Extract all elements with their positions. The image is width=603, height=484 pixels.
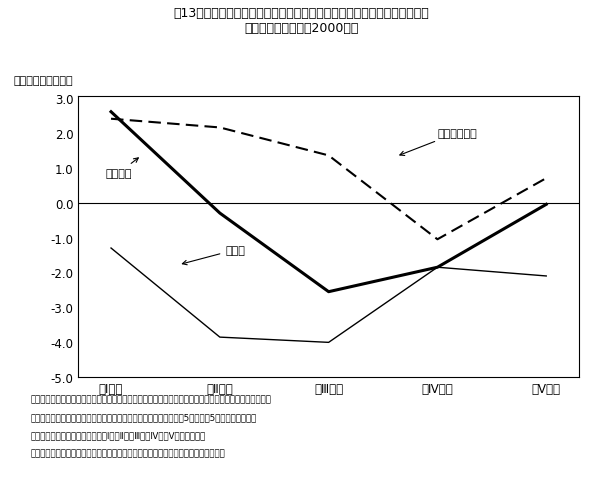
Text: 収入の低いグループから第Ⅰ、第Ⅱ、第Ⅲ、第Ⅳ、第Ⅴ階級と呼ぶ。: 収入の低いグループから第Ⅰ、第Ⅱ、第Ⅲ、第Ⅳ、第Ⅴ階級と呼ぶ。: [30, 430, 206, 439]
Text: 平均消費性向は前年差、消費支出は実質前年比、実収入は名目前年比である。: 平均消費性向は前年差、消費支出は実質前年比、実収入は名目前年比である。: [30, 448, 225, 457]
Text: （％、％ポイント）: （％、％ポイント）: [13, 76, 73, 86]
Text: 資料出所　総務省統計局「家計調査」「消費者物価指数」から厚生労働省労働政策担当参事官室にて推計: 資料出所 総務省統計局「家計調査」「消費者物価指数」から厚生労働省労働政策担当参…: [30, 394, 271, 404]
Text: 実収入: 実収入: [182, 245, 245, 265]
Text: 消費支出: 消費支出: [106, 159, 138, 179]
Text: （全国勤労者世帯、2000年）: （全国勤労者世帯、2000年）: [244, 22, 359, 35]
Text: 平均消費性向: 平均消費性向: [400, 128, 477, 156]
Text: （注）　各階級は世帯を年間収入の低い方から高い方へ順に並べて5等分した5つのグループで、: （注） 各階級は世帯を年間収入の低い方から高い方へ順に並べて5等分した5つのグル…: [30, 412, 256, 422]
Text: 第13図　年間収入五分位階級別実収入、消費支出及び平均消費性向の動向: 第13図 年間収入五分位階級別実収入、消費支出及び平均消費性向の動向: [174, 7, 429, 20]
